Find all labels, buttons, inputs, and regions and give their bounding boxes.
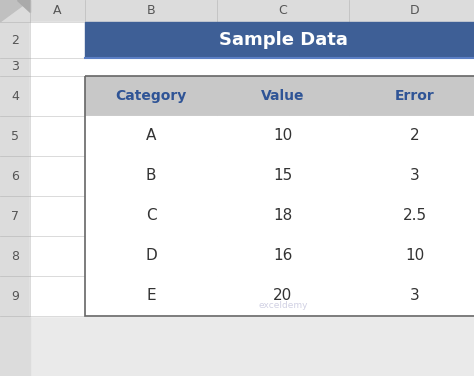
Text: 10: 10: [273, 129, 292, 144]
Text: C: C: [146, 209, 156, 223]
Text: B: B: [146, 5, 155, 18]
Bar: [217, 236, 349, 276]
Text: 10: 10: [405, 249, 425, 264]
Text: B: B: [146, 168, 156, 183]
Bar: [85, 156, 217, 196]
Bar: [85, 116, 217, 156]
Bar: [217, 116, 349, 156]
Text: 2: 2: [410, 129, 420, 144]
Text: Sample Data: Sample Data: [219, 31, 347, 49]
Bar: [85, 196, 217, 236]
Bar: [349, 236, 474, 276]
Text: 2.5: 2.5: [403, 209, 427, 223]
Text: 5: 5: [11, 129, 19, 143]
Text: E: E: [146, 288, 156, 303]
Text: exceldemy: exceldemy: [258, 302, 308, 311]
Text: C: C: [279, 5, 287, 18]
Text: 4: 4: [11, 89, 19, 103]
Bar: [30, 58, 85, 76]
Bar: [30, 276, 85, 316]
Bar: [349, 116, 474, 156]
Bar: [349, 196, 474, 236]
Bar: [349, 156, 474, 196]
Polygon shape: [17, 0, 30, 12]
Text: A: A: [53, 5, 62, 18]
Text: 3: 3: [11, 61, 19, 73]
Bar: [85, 22, 474, 58]
Text: 9: 9: [11, 290, 19, 303]
Bar: [85, 76, 217, 116]
Text: 15: 15: [273, 168, 292, 183]
Bar: [217, 196, 349, 236]
Bar: [30, 196, 85, 236]
Bar: [30, 156, 85, 196]
Polygon shape: [0, 0, 30, 22]
Bar: [349, 276, 474, 316]
Text: D: D: [410, 5, 420, 18]
Text: Category: Category: [115, 89, 187, 103]
Text: 6: 6: [11, 170, 19, 182]
Bar: [217, 76, 349, 116]
Bar: [30, 116, 85, 156]
Bar: [30, 236, 85, 276]
Text: 3: 3: [410, 168, 420, 183]
Text: 20: 20: [273, 288, 292, 303]
Bar: [349, 76, 474, 116]
Text: 3: 3: [410, 288, 420, 303]
Bar: [85, 76, 474, 316]
Bar: [0, 0, 474, 22]
Bar: [85, 236, 217, 276]
Text: 7: 7: [11, 209, 19, 223]
Bar: [30, 76, 85, 116]
Bar: [30, 0, 85, 22]
Text: 16: 16: [273, 249, 292, 264]
Bar: [85, 58, 474, 76]
Text: Error: Error: [395, 89, 435, 103]
Bar: [217, 276, 349, 316]
Bar: [30, 22, 85, 58]
Bar: [85, 276, 217, 316]
Text: 8: 8: [11, 250, 19, 262]
Bar: [217, 156, 349, 196]
Text: Value: Value: [261, 89, 305, 103]
Text: A: A: [146, 129, 156, 144]
Bar: [0, 0, 30, 376]
Text: D: D: [145, 249, 157, 264]
Text: 18: 18: [273, 209, 292, 223]
Text: 2: 2: [11, 33, 19, 47]
